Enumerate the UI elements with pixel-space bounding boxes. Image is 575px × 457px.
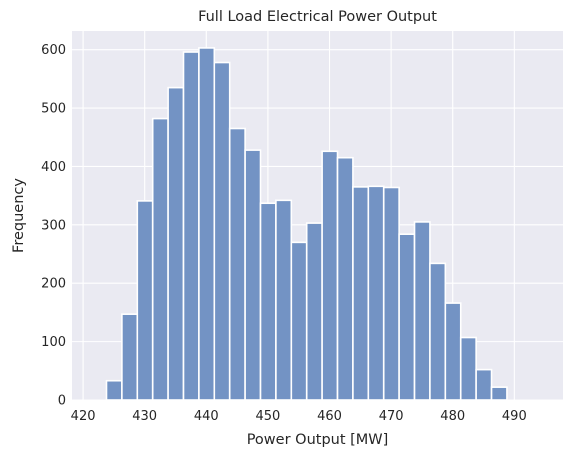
x-tick-label: 440: [194, 409, 219, 424]
y-axis-label: Frequency: [11, 178, 27, 253]
y-tick-label: 600: [41, 43, 66, 58]
x-tick-labels: 420 430 440 450 460 470 480 490: [71, 409, 527, 424]
chart-title: Full Load Electrical Power Output: [198, 9, 437, 25]
histogram-bar: [445, 303, 460, 400]
x-tick-label: 480: [440, 409, 465, 424]
x-axis-label: Power Output [MW]: [247, 432, 389, 448]
histogram-bar: [291, 242, 306, 400]
histogram-bar: [153, 119, 168, 400]
histogram-bar: [230, 129, 245, 400]
histogram-bar: [184, 52, 199, 400]
histogram-bar: [384, 187, 399, 400]
histogram-bar: [168, 88, 183, 400]
histogram-bar: [214, 63, 229, 400]
y-tick-label: 0: [58, 394, 66, 409]
y-tick-label: 300: [41, 218, 66, 233]
histogram-bar: [322, 151, 337, 400]
histogram-bar: [106, 381, 121, 400]
histogram-bar: [122, 314, 137, 400]
histogram-bar: [415, 222, 430, 400]
x-tick-label: 430: [132, 409, 157, 424]
histogram-bar: [276, 200, 291, 400]
histogram-bar: [338, 158, 353, 400]
histogram-bar: [368, 186, 383, 400]
histogram-bar: [461, 338, 476, 400]
histogram-bar: [353, 187, 368, 400]
y-tick-label: 500: [41, 102, 66, 117]
x-tick-label: 490: [502, 409, 527, 424]
histogram-bar: [399, 234, 414, 400]
y-tick-label: 400: [41, 160, 66, 175]
histogram-bar: [245, 150, 260, 400]
x-tick-label: 470: [379, 409, 404, 424]
x-tick-label: 460: [317, 409, 342, 424]
y-tick-label: 200: [41, 277, 66, 292]
histogram-bar: [430, 263, 445, 400]
histogram-bar: [307, 223, 322, 400]
histogram-bar: [476, 370, 491, 400]
histogram-bar: [137, 201, 152, 400]
y-tick-labels: 0 100 200 300 400 500 600: [41, 43, 66, 408]
histogram-bar: [261, 203, 276, 400]
x-tick-label: 420: [71, 409, 96, 424]
histogram-bar: [492, 387, 507, 400]
histogram-bar: [199, 48, 214, 400]
x-tick-label: 450: [255, 409, 280, 424]
y-tick-label: 100: [41, 335, 66, 350]
